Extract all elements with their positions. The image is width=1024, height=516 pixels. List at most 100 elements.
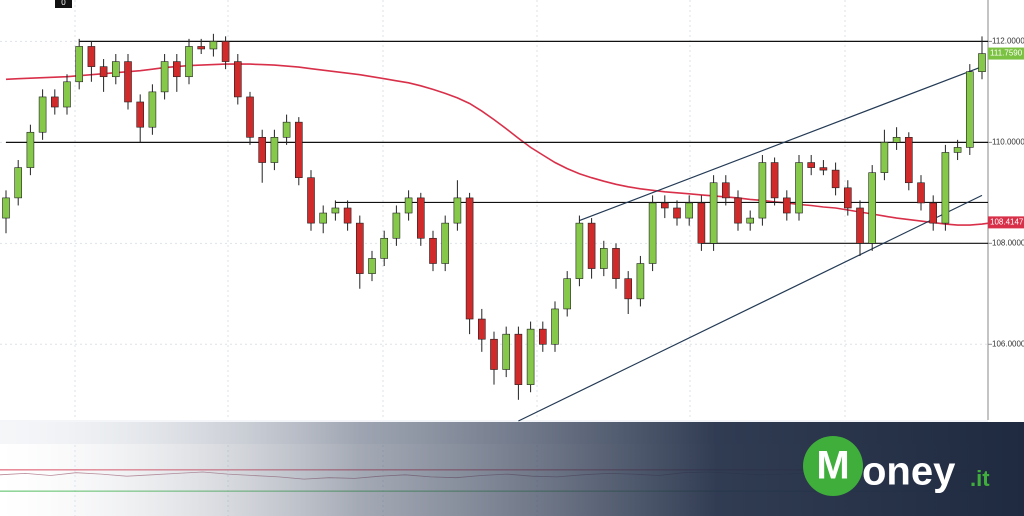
candle-body	[38, 96, 47, 133]
candle-body	[819, 167, 828, 171]
candle-body	[721, 182, 730, 199]
candle-body	[197, 46, 205, 50]
candle-body	[856, 207, 864, 244]
candle-body	[831, 169, 840, 189]
candle-body	[941, 152, 950, 224]
candle-body	[87, 46, 96, 67]
candle-body	[453, 197, 462, 224]
candle-body	[795, 162, 803, 214]
candle-body	[148, 91, 157, 128]
y-tick-label: 110.0000	[992, 137, 1024, 146]
logo-text: oney	[862, 450, 956, 494]
logo-initial: M	[816, 444, 849, 488]
candle-body	[490, 338, 498, 370]
candle-body	[429, 237, 437, 264]
candle-body	[575, 222, 584, 279]
candle-body	[660, 202, 669, 209]
candle-body	[636, 263, 645, 300]
candle-body	[807, 162, 816, 168]
candle-body	[75, 46, 83, 83]
candle-body	[26, 131, 35, 168]
candle-body	[599, 248, 608, 269]
moving-average	[5, 63, 995, 226]
candle-body	[234, 61, 242, 98]
candle-body	[892, 137, 901, 143]
candle-body	[343, 207, 352, 224]
candle-body	[612, 248, 620, 279]
candle-body	[380, 237, 389, 259]
candle-body	[112, 61, 120, 78]
trend-line	[518, 194, 983, 422]
candle-body	[2, 197, 10, 219]
candle-body	[746, 217, 755, 224]
candle-body	[587, 222, 596, 269]
candle-body	[563, 278, 572, 310]
candle-body	[734, 197, 742, 224]
candle-body	[99, 66, 108, 78]
candle-body	[904, 137, 913, 184]
candle-body	[697, 202, 706, 244]
candle-body	[551, 308, 559, 345]
candle-body	[709, 182, 718, 244]
candle-body	[319, 212, 328, 224]
candle-body	[355, 222, 364, 274]
candle-body	[258, 137, 267, 163]
candle-body	[868, 172, 877, 244]
ma-price-tag-label: 108.4147	[990, 217, 1024, 226]
y-tick-label: 108.0000	[992, 238, 1024, 247]
candle-body	[880, 142, 889, 173]
logo-circle	[803, 436, 863, 496]
y-tick-label: 112.0000	[992, 37, 1024, 46]
candle-body	[404, 197, 413, 214]
candle-body	[648, 202, 657, 264]
candle-body	[514, 333, 523, 385]
last-price-tag	[988, 47, 1024, 60]
candle-body	[331, 207, 340, 214]
candle-body	[221, 41, 230, 62]
ma-price-tag	[988, 216, 1024, 229]
candle-body	[270, 137, 279, 163]
candle-body	[685, 202, 694, 219]
candle-body	[14, 167, 22, 199]
candle-body	[209, 41, 218, 50]
candle-body	[63, 81, 71, 108]
candle-body	[953, 147, 962, 153]
candle-body	[917, 182, 925, 204]
y-tick-label: 106.0000	[992, 339, 1024, 348]
candle-body	[50, 96, 59, 108]
corner-box	[55, 0, 72, 8]
candle-body	[307, 177, 315, 224]
candle-body	[929, 202, 938, 224]
candle-body	[538, 328, 547, 345]
candle-body	[173, 61, 181, 78]
candle-body	[673, 207, 681, 219]
candle-body	[770, 162, 779, 199]
candle-body	[416, 197, 425, 239]
candle-body	[477, 318, 486, 340]
candle-body	[758, 162, 767, 219]
candle-body	[843, 187, 852, 209]
candle-body	[185, 46, 193, 78]
candle-body	[782, 197, 791, 214]
candle-body	[160, 61, 169, 93]
candle-body	[124, 61, 132, 103]
main-panel: 112.0000 110.0000 108.0000 106.0000 111.7590…	[0, 33, 1024, 492]
corner-label: 0	[61, 0, 66, 7]
last-price-tag-label: 111.7590	[990, 49, 1023, 58]
candle-body	[465, 197, 474, 320]
candle-body	[392, 212, 401, 239]
candle-body	[441, 222, 450, 264]
candle-body	[526, 328, 535, 385]
candle-body	[294, 121, 303, 178]
candle-body	[246, 96, 254, 138]
candle-body	[502, 333, 511, 370]
candle-body	[624, 278, 633, 300]
candle-body	[282, 121, 291, 138]
candle-body	[978, 53, 986, 72]
candle-body	[965, 71, 974, 148]
candle-body	[136, 101, 144, 128]
candle-body	[368, 258, 376, 274]
trend-line	[579, 66, 983, 222]
logo-suffix: .it	[970, 466, 990, 491]
